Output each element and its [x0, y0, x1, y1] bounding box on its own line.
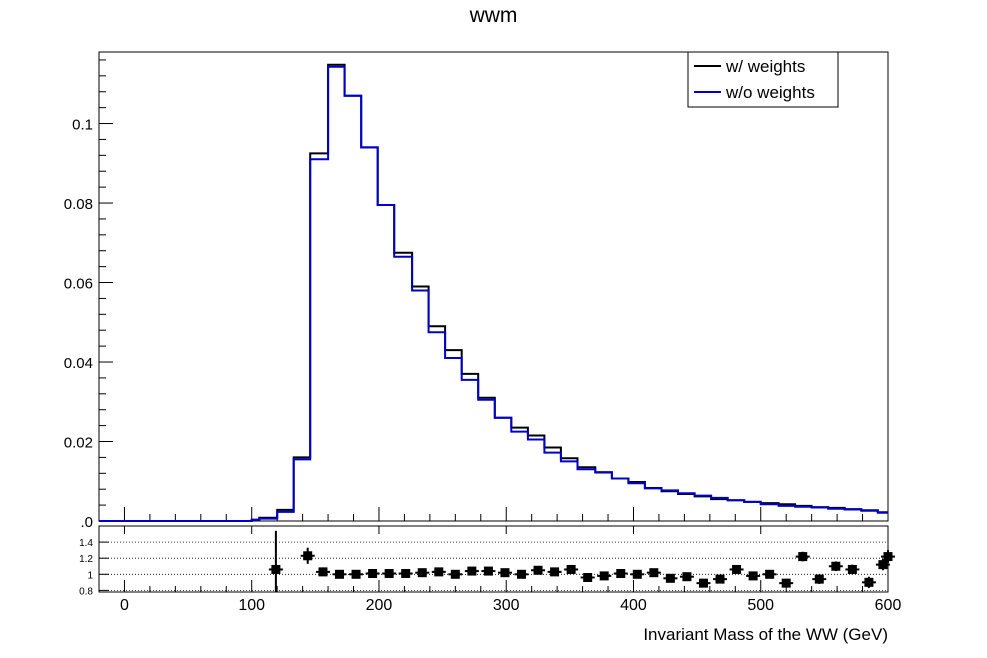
ratio-y-tick-label: 0.8: [79, 586, 93, 597]
ratio-point: [467, 566, 477, 576]
ratio-point: [550, 567, 560, 577]
ratio-point: [715, 574, 725, 584]
ratio-point: [698, 578, 708, 588]
ratio-point: [401, 568, 411, 578]
ratio-point: [847, 564, 857, 574]
main-plot-frame: [98, 51, 889, 522]
ratio-point: [765, 569, 775, 579]
ratio-point: [566, 564, 576, 574]
ratio-point: [748, 571, 758, 581]
ratio-point: [632, 569, 642, 579]
ratio-y-tick-label: 1: [87, 570, 93, 581]
x-tick-label: 500: [747, 597, 774, 614]
ratio-point: [500, 568, 510, 578]
ratio-point: [814, 574, 824, 584]
ratio-point: [271, 564, 281, 574]
ratio-point: [335, 569, 345, 579]
x-tick-label: 400: [620, 597, 647, 614]
ratio-point: [318, 567, 328, 577]
ratio-point: [732, 564, 742, 574]
ratio-point: [831, 561, 841, 571]
ratio-point: [781, 578, 791, 588]
chart-title: wwm: [469, 4, 518, 27]
ratio-point: [483, 566, 493, 576]
legend-entry-label: w/ weights: [725, 57, 805, 76]
ratio-point: [351, 569, 361, 579]
main-y-tick-label: 0.1: [72, 117, 93, 134]
histogram-series-weighted: [99, 63, 888, 522]
ratio-y-tick-label: 1.2: [79, 554, 93, 565]
ratio-point: [533, 565, 543, 575]
ratio-point: [665, 573, 675, 583]
main-y-tick-label: 0.04: [64, 355, 93, 372]
main-y-tick-label: 0.02: [64, 435, 93, 452]
main-y-tick-label: .0: [80, 514, 93, 531]
ratio-point: [417, 568, 427, 578]
histogram-series-unweighted: [99, 65, 888, 522]
ratio-point: [384, 568, 394, 578]
x-axis-label: Invariant Mass of the WW (GeV): [643, 625, 888, 644]
legend-entry-label: w/o weights: [725, 83, 815, 102]
main-y-tick-label: 0.06: [64, 276, 93, 293]
ratio-point: [883, 552, 893, 562]
main-y-tick-label: 0.08: [64, 196, 93, 213]
ratio-point: [864, 577, 874, 587]
ratio-point: [878, 560, 888, 570]
ratio-point: [599, 571, 609, 581]
ratio-point: [616, 568, 626, 578]
x-tick-label: 100: [238, 597, 265, 614]
ratio-point: [368, 568, 378, 578]
ratio-point: [434, 567, 444, 577]
x-tick-label: 300: [493, 597, 520, 614]
ratio-point: [682, 572, 692, 582]
ratio-point: [798, 552, 808, 562]
x-tick-label: 600: [875, 597, 902, 614]
x-tick-label: 0: [120, 597, 129, 614]
legend-box: [687, 51, 839, 108]
x-tick-label: 200: [366, 597, 393, 614]
ratio-y-tick-label: 1.4: [79, 538, 93, 549]
ratio-point: [649, 568, 659, 578]
ratio-point: [516, 569, 526, 579]
ratio-plot-frame: [98, 525, 889, 593]
ratio-point: [303, 551, 313, 561]
ratio-point: [450, 569, 460, 579]
ratio-point: [583, 573, 593, 583]
